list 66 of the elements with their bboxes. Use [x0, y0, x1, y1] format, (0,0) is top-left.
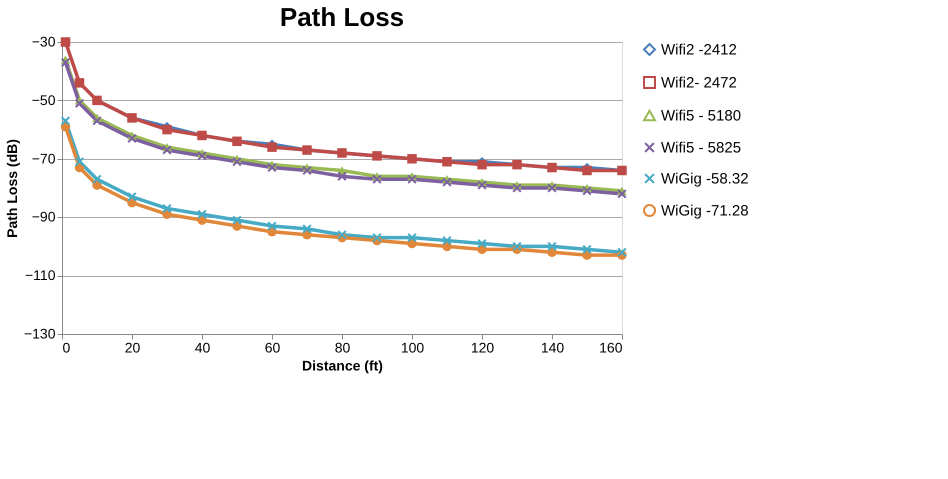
point	[267, 221, 277, 231]
point	[162, 204, 172, 214]
point	[74, 156, 84, 167]
point	[512, 242, 522, 252]
point	[162, 145, 172, 155]
point	[372, 174, 382, 184]
point	[302, 166, 312, 176]
y-tick-label: −30	[32, 34, 56, 50]
point	[197, 209, 207, 220]
x-axis-title: Distance (ft)	[302, 358, 383, 374]
point	[302, 224, 312, 234]
legend-label: Wifi2 -2412	[661, 42, 737, 58]
point	[127, 192, 137, 202]
y-tick-label: −110	[25, 267, 56, 284]
point	[582, 186, 592, 196]
point	[582, 166, 592, 176]
point	[60, 37, 70, 47]
point	[74, 78, 84, 88]
point	[60, 116, 70, 126]
legend-label: Wifi5 - 5180	[661, 108, 742, 124]
point	[127, 134, 137, 144]
x-tick-label: 100	[400, 340, 424, 356]
point	[92, 116, 102, 126]
point	[477, 238, 487, 248]
point	[617, 189, 627, 199]
legend-label: Wifi5 - 5825	[661, 140, 742, 156]
point	[337, 172, 347, 182]
x-tick-label: 60	[264, 340, 280, 356]
x-tick-label: 140	[540, 340, 564, 356]
point	[442, 236, 452, 246]
point	[407, 174, 417, 184]
x-tick-label: 120	[470, 340, 494, 356]
point	[477, 160, 487, 170]
y-tick-label: −70	[32, 150, 56, 166]
point	[442, 177, 452, 187]
point	[232, 156, 242, 167]
point	[617, 247, 627, 258]
point	[547, 242, 557, 252]
chart-title: Path Loss	[280, 2, 404, 32]
x-tick-label: 160	[599, 340, 623, 356]
point	[372, 232, 382, 242]
point	[74, 98, 84, 108]
point	[582, 244, 592, 254]
point	[477, 180, 487, 190]
point	[232, 215, 242, 225]
y-axis-title: Path Loss (dB)	[4, 139, 20, 238]
point	[60, 58, 70, 68]
point	[267, 162, 277, 172]
point	[162, 124, 172, 134]
point	[407, 232, 417, 242]
point	[547, 183, 557, 193]
y-tick-label: −50	[32, 92, 56, 108]
point	[512, 183, 522, 193]
legend-label: WiGig -58.32	[661, 170, 749, 188]
point	[267, 142, 277, 152]
x-tick-label: 0	[62, 340, 70, 356]
legend-label: Wifi2- 2472	[661, 74, 737, 92]
y-tick-label: −130	[24, 326, 56, 342]
x-tick-label: 20	[124, 340, 140, 356]
point	[197, 151, 207, 161]
legend-label: WiGig -71.28	[661, 202, 749, 220]
point	[337, 230, 347, 240]
point	[92, 174, 102, 184]
x-tick-label: 80	[334, 340, 350, 356]
y-tick-label: −90	[32, 208, 56, 225]
x-tick-label: 40	[194, 340, 210, 356]
